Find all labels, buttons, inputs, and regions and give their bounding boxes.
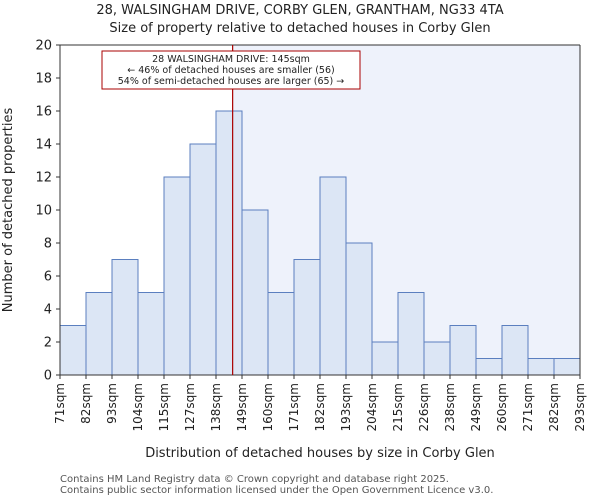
footer-line-2: Contains public sector information licen…: [60, 485, 494, 496]
x-tick-label-1: 82sqm: [79, 383, 93, 424]
bar-0: [59, 325, 87, 376]
bar-14: [423, 341, 451, 376]
bar-1: [85, 292, 113, 376]
y-tick-label-14: 14: [35, 138, 52, 153]
x-axis-label: Distribution of detached houses by size …: [145, 446, 495, 461]
bar-5: [189, 143, 217, 376]
annotation-box: [101, 50, 361, 90]
bar-9: [293, 259, 321, 376]
x-tick-label-10: 182sqm: [313, 383, 327, 431]
x-tick-label-11: 193sqm: [339, 383, 353, 431]
x-tick-label-16: 249sqm: [469, 383, 483, 431]
bar-7: [241, 209, 269, 376]
chart-subtitle: Size of property relative to detached ho…: [109, 21, 491, 36]
x-tick-label-17: 260sqm: [495, 383, 509, 431]
annotation-line-3: 54% of semi-detached houses are larger (…: [118, 76, 345, 87]
y-tick-label-2: 2: [44, 336, 52, 351]
x-tick-label-5: 127sqm: [183, 383, 197, 431]
x-tick-label-19: 282sqm: [547, 383, 561, 431]
x-tick-label-13: 215sqm: [391, 383, 405, 431]
x-tick-label-0: 71sqm: [53, 383, 67, 424]
y-tick-label-16: 16: [35, 105, 52, 120]
x-tick-label-15: 238sqm: [443, 383, 457, 431]
y-tick-label-20: 20: [35, 39, 52, 54]
x-tick-label-8: 160sqm: [261, 383, 275, 431]
y-tick-label-10: 10: [35, 204, 52, 219]
x-tick-label-12: 204sqm: [365, 383, 379, 431]
annotation-line-1: 28 WALSINGHAM DRIVE: 145sqm: [152, 54, 310, 65]
bar-4: [163, 176, 191, 376]
x-tick-label-14: 226sqm: [417, 383, 431, 431]
bar-10: [319, 176, 347, 376]
bar-16: [475, 358, 503, 376]
bar-15: [449, 325, 477, 376]
x-tick-label-6: 138sqm: [209, 383, 223, 431]
bar-11: [345, 242, 373, 376]
y-tick-label-6: 6: [44, 270, 52, 285]
histogram-chart: 0 2 4 6 8 10 12 14 16 18 20 71sqm 82sqm 93sqm 104sqm 11…: [1, 39, 587, 462]
y-tick-label-18: 18: [35, 72, 52, 87]
y-tick-label-12: 12: [35, 171, 52, 186]
x-tick-label-4: 115sqm: [157, 383, 171, 431]
bar-13: [397, 292, 425, 376]
x-tick-label-20: 293sqm: [573, 383, 587, 431]
bar-8: [267, 292, 295, 376]
annotation-line-2: ← 46% of detached houses are smaller (56…: [127, 65, 334, 76]
bar-2: [111, 259, 139, 376]
bar-19: [553, 358, 581, 376]
bar-3: [137, 292, 165, 376]
chart-title: 28, WALSINGHAM DRIVE, CORBY GLEN, GRANTH…: [96, 3, 504, 18]
bar-18: [527, 358, 555, 376]
x-tick-label-2: 93sqm: [105, 383, 119, 424]
bar-6: [215, 110, 243, 376]
x-tick-label-7: 149sqm: [235, 383, 249, 431]
y-tick-label-4: 4: [44, 303, 52, 318]
y-tick-label-0: 0: [44, 369, 52, 384]
bar-17: [501, 325, 529, 376]
x-tick-label-18: 271sqm: [521, 383, 535, 431]
y-axis-label: Number of detached properties: [1, 108, 16, 313]
y-tick-label-8: 8: [44, 237, 52, 252]
x-tick-label-3: 104sqm: [131, 383, 145, 431]
footer-line-1: Contains HM Land Registry data © Crown c…: [60, 474, 449, 485]
bar-12: [371, 341, 399, 376]
x-tick-label-9: 171sqm: [287, 383, 301, 431]
